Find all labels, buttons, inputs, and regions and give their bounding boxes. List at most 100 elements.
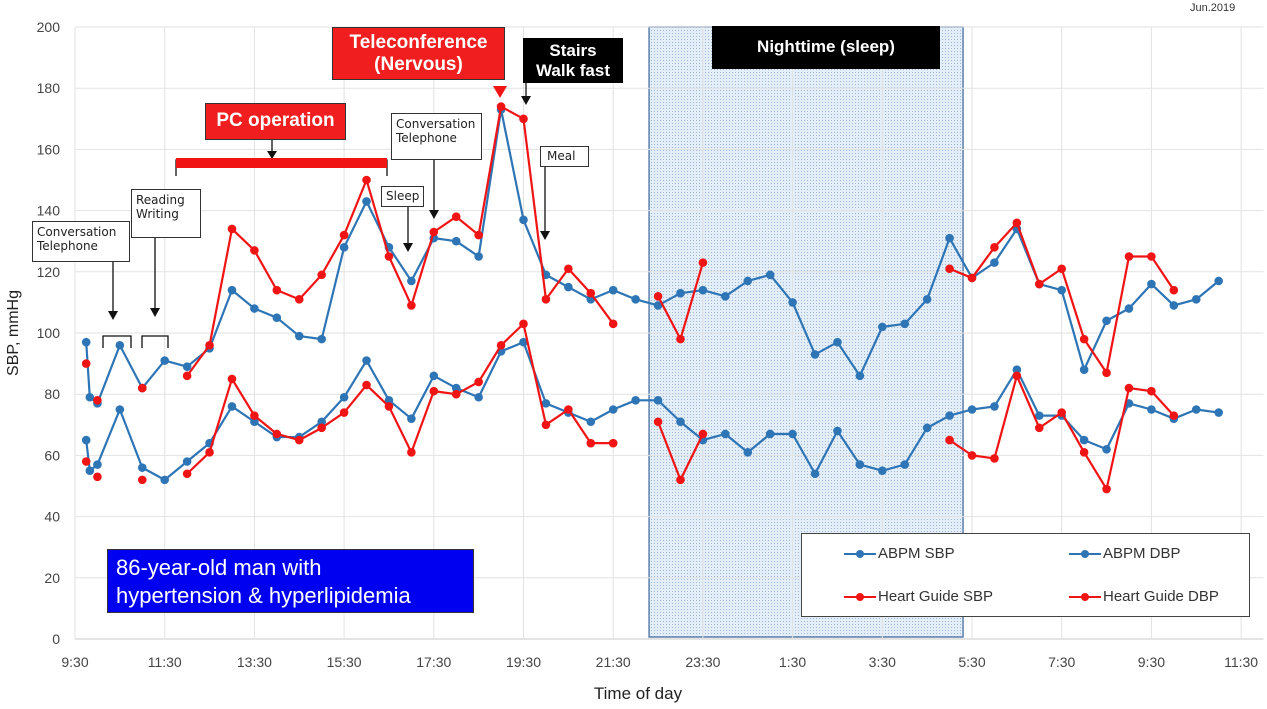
data-point: [451, 212, 461, 222]
data-point: [1169, 411, 1179, 420]
data-point: [676, 288, 685, 298]
data-point: [945, 264, 954, 274]
data-point: [833, 337, 842, 347]
data-point: [564, 282, 573, 292]
annotation-nighttime: Nighttime (sleep): [712, 26, 940, 69]
y-axis-ticks: 0 20 40 60 80 100 120 140 160 180 200: [37, 19, 61, 647]
annotation-sleep: Sleep: [381, 186, 424, 207]
data-point: [653, 396, 663, 405]
data-point: [160, 475, 169, 485]
data-point: [631, 295, 640, 304]
data-point: [1057, 285, 1066, 295]
data-point: [182, 469, 192, 479]
data-point: [250, 417, 259, 427]
data-point: [721, 429, 730, 439]
data-point: [250, 304, 259, 313]
data-point: [945, 233, 954, 243]
x-tick-label: 9:30: [1138, 654, 1165, 670]
data-point: [1012, 218, 1022, 228]
data-point: [1102, 368, 1111, 378]
data-point: [85, 466, 95, 476]
data-point: [250, 246, 259, 255]
data-point: [945, 435, 954, 445]
data-point: [765, 429, 775, 439]
data-point: [81, 435, 91, 445]
data-point: [339, 392, 349, 402]
data-point: [407, 301, 416, 310]
data-point: [474, 377, 483, 387]
patient-description: 86-year-old man with hypertension & hype…: [107, 549, 474, 613]
data-point: [676, 417, 685, 427]
data-point: [1169, 285, 1179, 295]
y-tick-label: 40: [44, 509, 60, 525]
data-point: [1079, 365, 1089, 375]
data-point: [182, 362, 192, 371]
data-point: [496, 340, 506, 350]
data-point: [81, 359, 91, 368]
x-tick-label: 15:30: [327, 654, 362, 670]
data-point: [317, 417, 326, 427]
data-point: [339, 408, 349, 417]
data-point: [407, 414, 416, 423]
x-axis-ticks: 9:30 11:30 13:30 15:30 17:30 19:30 21:30 23:30 1…: [61, 654, 1258, 670]
data-point: [676, 334, 685, 344]
data-point: [429, 227, 439, 237]
data-point: [429, 371, 439, 381]
data-point: [878, 466, 887, 476]
data-point: [317, 334, 326, 344]
series-layer: [81, 102, 1223, 494]
data-point: [1147, 386, 1156, 396]
data-point: [1034, 423, 1044, 433]
data-point: [1012, 371, 1022, 381]
legend-label: ABPM SBP: [878, 545, 955, 562]
data-point: [653, 301, 663, 310]
data-point: [1124, 304, 1134, 313]
data-point: [1102, 484, 1111, 494]
data-point: [250, 411, 259, 420]
data-point: [1102, 444, 1111, 454]
data-point: [967, 451, 977, 460]
data-point: [990, 258, 999, 267]
data-point: [451, 236, 461, 246]
data-point: [833, 426, 842, 436]
data-point: [407, 448, 416, 457]
data-point: [519, 215, 528, 225]
data-point: [272, 285, 282, 295]
data-point: [541, 399, 551, 408]
x-tick-label: 5:30: [958, 654, 985, 670]
data-point: [1034, 411, 1044, 420]
data-point: [474, 230, 483, 240]
data-point: [317, 423, 326, 433]
data-point: [1034, 279, 1044, 289]
data-point: [137, 475, 147, 485]
data-point: [967, 273, 977, 283]
legend-item-abpm-sbp: ABPM SBP: [844, 545, 955, 563]
data-point: [227, 402, 237, 411]
data-point: [451, 383, 461, 393]
data-point: [922, 423, 932, 433]
data-point: [362, 175, 371, 185]
data-point: [900, 460, 910, 469]
data-point: [743, 448, 753, 457]
data-point: [205, 448, 214, 457]
x-tick-label: 19:30: [506, 654, 541, 670]
data-point: [1057, 264, 1066, 274]
data-point: [855, 371, 865, 381]
data-point: [227, 285, 237, 295]
data-point: [362, 380, 371, 390]
data-point: [608, 438, 618, 448]
data-point: [384, 252, 394, 261]
pc-operation-bar: [176, 158, 387, 168]
annotation-reading-writing: Reading Writing: [131, 189, 201, 238]
y-tick-label: 20: [44, 570, 60, 586]
data-point: [990, 243, 999, 252]
data-point: [721, 291, 730, 301]
data-point: [362, 197, 371, 206]
data-point: [967, 405, 977, 414]
data-point: [608, 405, 618, 414]
data-point: [407, 276, 416, 286]
data-point: [788, 298, 797, 307]
annotation-conversation-telephone-1: Conversation Telephone: [32, 221, 130, 262]
data-point: [429, 386, 439, 396]
